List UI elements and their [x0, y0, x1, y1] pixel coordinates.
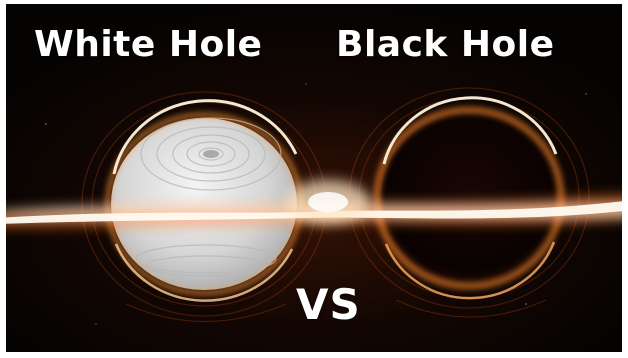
- space-scene: White Hole Black Hole VS: [6, 4, 622, 352]
- versus-label: VS: [296, 280, 361, 329]
- space-artwork: [6, 4, 622, 352]
- white-hole-body: [111, 118, 297, 290]
- black-hole-body: [381, 114, 557, 282]
- white-hole-title: White Hole: [34, 24, 263, 65]
- black-hole-title: Black Hole: [336, 24, 555, 65]
